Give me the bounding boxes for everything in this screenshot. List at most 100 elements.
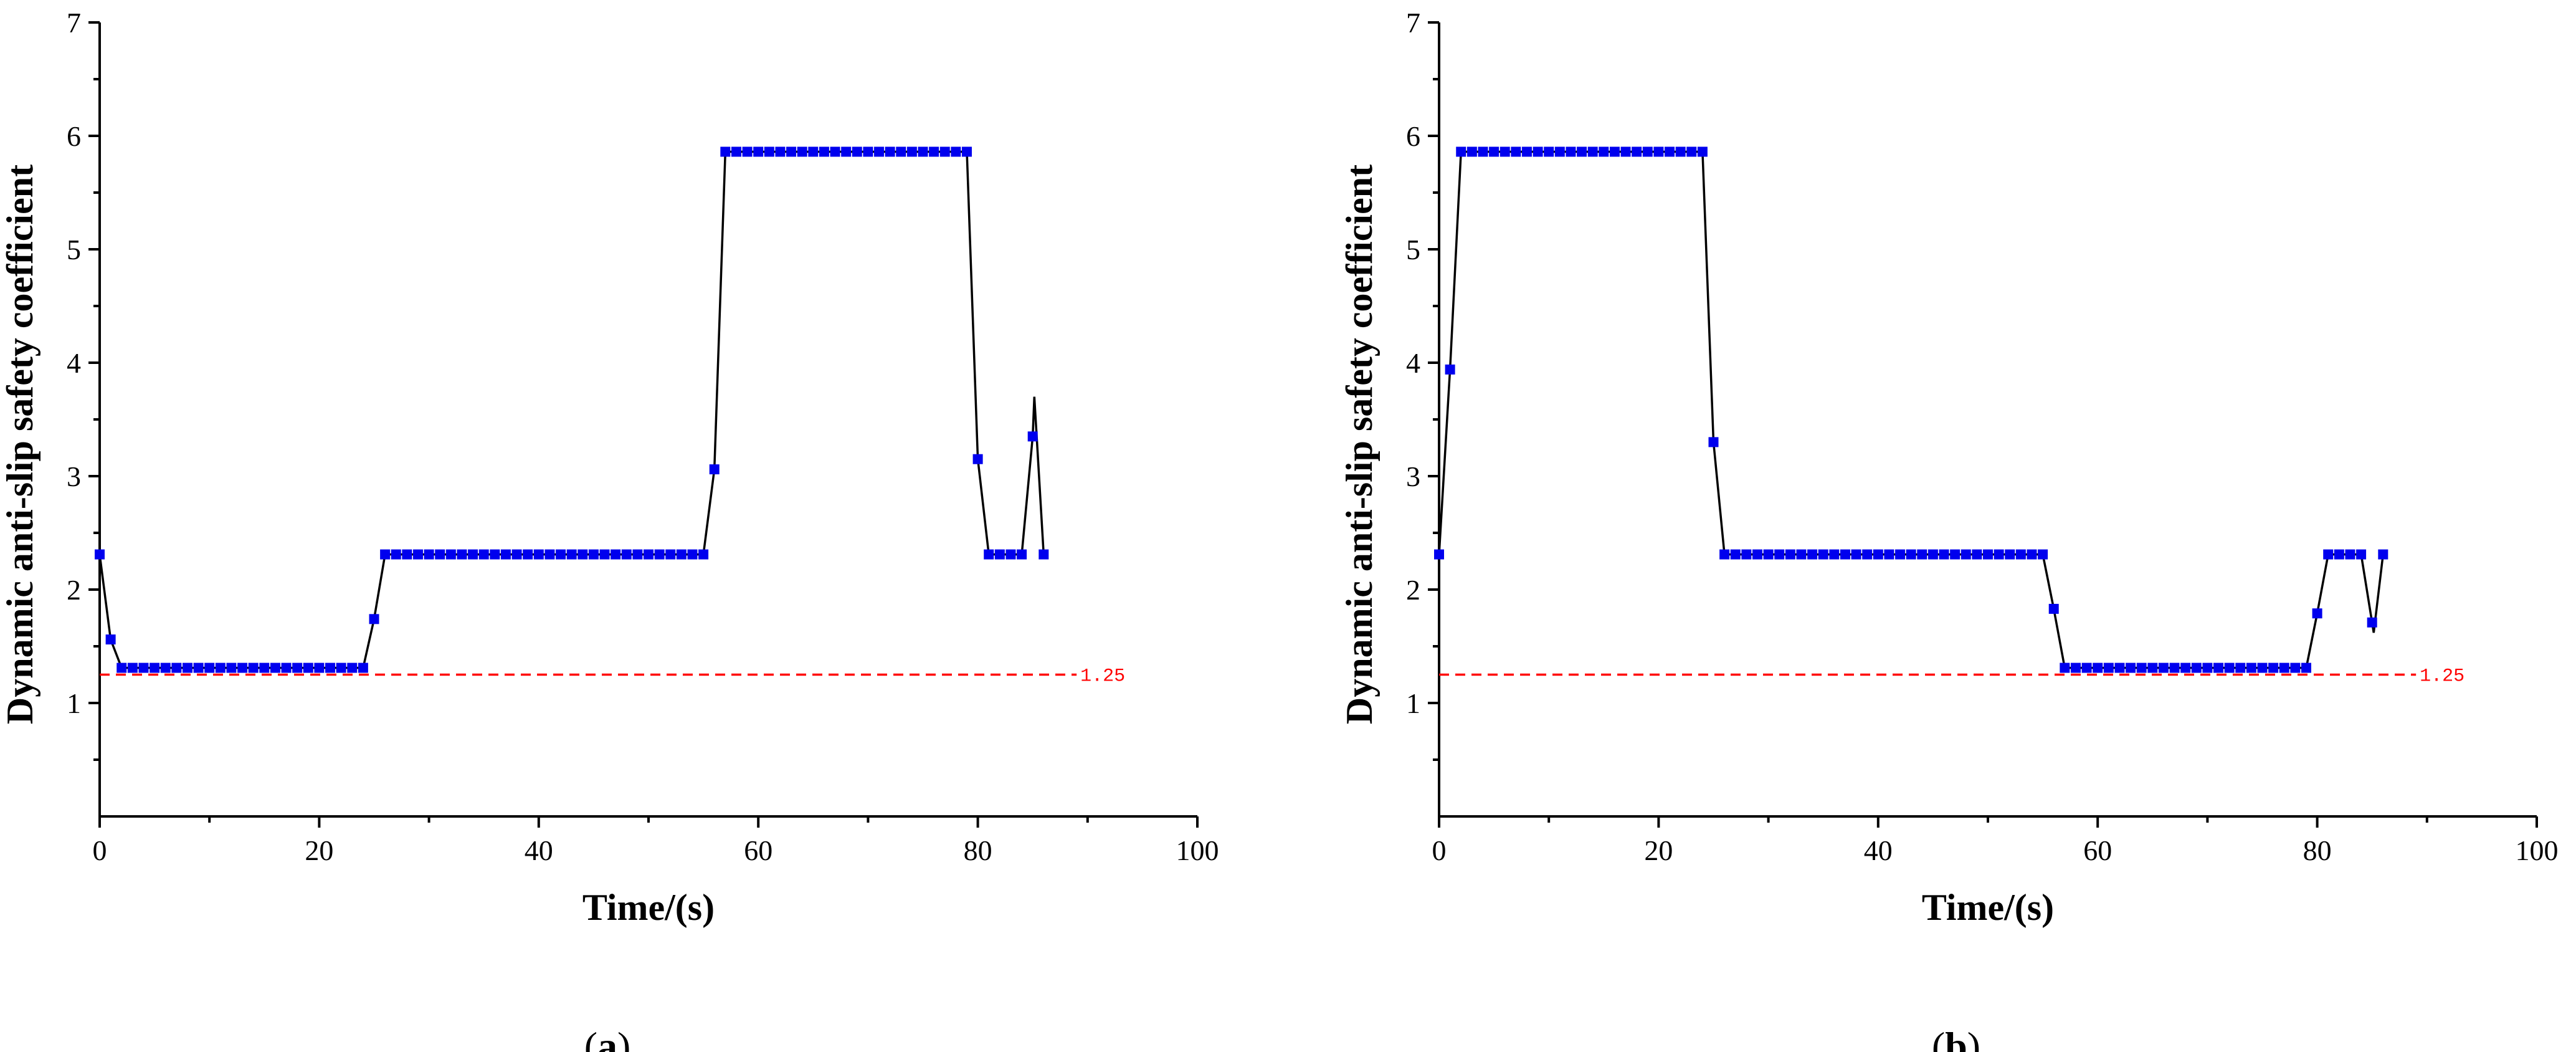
- data-point: [896, 146, 906, 157]
- chart-panel-a: 0 20 40 60 80 100 1 2 3 4 5 6 7 Time/(s) Dynamic anti-…: [0, 7, 1219, 1052]
- data-point: [2114, 662, 2125, 673]
- data-point: [1675, 146, 1686, 157]
- data-point: [2323, 549, 2334, 560]
- data-point: [1466, 146, 1477, 157]
- data-point: [588, 549, 599, 560]
- data-point: [2027, 549, 2037, 560]
- data-point: [1642, 146, 1653, 157]
- panel-label-close-paren: ): [1967, 1024, 1980, 1052]
- data-point: [1884, 549, 1894, 560]
- data-point: [500, 549, 511, 560]
- data-point: [270, 662, 280, 673]
- data-point: [852, 146, 862, 157]
- data-point: [2246, 662, 2256, 673]
- data-point: [929, 146, 939, 157]
- series-line: [98, 150, 1045, 669]
- data-point: [2147, 662, 2158, 673]
- data-point: [511, 549, 522, 560]
- data-point: [1807, 549, 1818, 560]
- panel-label: (a): [584, 1024, 631, 1052]
- chart-panel-b: 0 20 40 60 80 100 1 2 3 4 5 6 7 Time/(s) Dynamic anti-…: [1339, 7, 2559, 1052]
- data-point: [138, 662, 149, 673]
- x-tick-label: 40: [1864, 834, 1893, 866]
- data-point: [753, 146, 764, 157]
- data-point: [906, 146, 917, 157]
- data-point: [215, 662, 226, 673]
- data-point: [523, 549, 533, 560]
- data-point: [611, 549, 621, 560]
- data-point: [325, 662, 336, 673]
- data-point: [2191, 662, 2202, 673]
- data-point: [160, 662, 171, 673]
- data-point: [577, 549, 588, 560]
- data-point: [2356, 549, 2367, 560]
- data-point: [314, 662, 325, 673]
- data-point: [544, 549, 555, 560]
- data-point: [116, 662, 127, 673]
- data-point: [2038, 549, 2048, 560]
- data-point: [1017, 549, 1027, 560]
- data-point: [1829, 549, 1840, 560]
- data-point: [1906, 549, 1916, 560]
- panel-label: (b): [1932, 1024, 1980, 1052]
- y-tick-label: 1: [1406, 687, 1420, 719]
- y-tick-label: 6: [67, 120, 81, 152]
- data-point: [2213, 662, 2224, 673]
- data-point: [984, 549, 994, 560]
- data-point: [95, 549, 105, 560]
- data-point: [2257, 662, 2268, 673]
- data-point: [951, 146, 961, 157]
- data-point: [599, 549, 610, 560]
- data-point: [1796, 549, 1807, 560]
- data-point: [2202, 662, 2213, 673]
- data-point: [2015, 549, 2026, 560]
- data-point: [457, 549, 467, 560]
- data-point: [2334, 549, 2344, 560]
- data-point: [105, 634, 116, 645]
- data-point: [2005, 549, 2015, 560]
- data-point: [961, 146, 972, 157]
- data-point: [2081, 662, 2092, 673]
- panel-label-open-paren: (: [1932, 1024, 1945, 1052]
- data-point: [1005, 549, 1016, 560]
- data-point: [1972, 549, 1982, 560]
- data-point: [259, 662, 270, 673]
- data-point: [1456, 146, 1466, 157]
- x-axis-title: Time/(s): [1922, 887, 2054, 928]
- data-point: [720, 146, 731, 157]
- data-point: [1499, 146, 1510, 157]
- x-tick-label: 20: [305, 834, 333, 866]
- panel-label-close-paren: ): [617, 1024, 630, 1052]
- data-point: [808, 146, 819, 157]
- data-point: [797, 146, 807, 157]
- data-point: [402, 549, 412, 560]
- data-point: [775, 146, 786, 157]
- data-point: [1697, 146, 1708, 157]
- y-axis-title: Dynamic anti-slip safety coefficient: [1339, 165, 1380, 724]
- x-tick-label: 100: [1176, 834, 1219, 866]
- data-point: [1862, 549, 1873, 560]
- x-tick-label: 20: [1644, 834, 1673, 866]
- x-tick-label: 0: [93, 834, 107, 866]
- data-point: [336, 662, 346, 673]
- data-point: [2367, 617, 2377, 628]
- data-point: [1895, 549, 1906, 560]
- data-point: [2060, 662, 2070, 673]
- y-tick-label: 4: [67, 347, 81, 379]
- panel-label-letter: b: [1945, 1024, 1967, 1052]
- data-point: [2180, 662, 2191, 673]
- data-point: [2158, 662, 2169, 673]
- data-point: [1434, 549, 1444, 560]
- data-point: [1939, 549, 1949, 560]
- data-point: [1763, 549, 1774, 560]
- data-point: [533, 549, 544, 560]
- data-point: [1950, 549, 1961, 560]
- data-point: [2126, 662, 2136, 673]
- data-point: [972, 454, 983, 464]
- data-point: [1840, 549, 1850, 560]
- data-point: [358, 662, 368, 673]
- data-point: [1665, 146, 1675, 157]
- data-point: [632, 549, 643, 560]
- x-tick-label: 100: [2516, 834, 2559, 866]
- series-line: [1438, 150, 2385, 669]
